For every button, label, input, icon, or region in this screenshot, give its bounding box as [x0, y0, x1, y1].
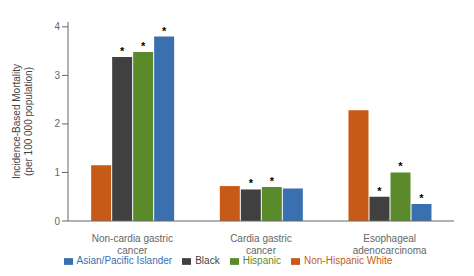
- svg-text:Cardia gastriccancer: Cardia gastriccancer: [230, 233, 292, 256]
- svg-text:2: 2: [54, 118, 60, 129]
- svg-text:0: 0: [54, 216, 60, 227]
- svg-text:Incidence-Based Mortality(per: Incidence-Based Mortality(per 100 000 po…: [11, 64, 34, 179]
- svg-text:Esophagealadenocarcinoma: Esophagealadenocarcinoma: [353, 233, 427, 256]
- svg-text:*: *: [162, 25, 167, 37]
- svg-text:*: *: [141, 40, 146, 52]
- svg-text:*: *: [398, 160, 403, 172]
- svg-text:*: *: [377, 185, 382, 197]
- svg-text:1: 1: [54, 167, 60, 178]
- html-text:Non-Hispanic White: Non-Hispanic White: [304, 255, 393, 266]
- svg-text:*: *: [419, 192, 424, 204]
- svg-text:Non-cardia gastriccancer: Non-cardia gastriccancer: [92, 233, 173, 256]
- html-text:Hispanic: Hispanic: [242, 255, 281, 266]
- html-text:Black: Black: [195, 255, 220, 266]
- html-text:Asian/Pacific Islander: Asian/Pacific Islander: [76, 255, 173, 266]
- svg-text:4: 4: [54, 21, 60, 32]
- svg-text:*: *: [120, 45, 125, 57]
- svg-text:*: *: [249, 177, 254, 189]
- svg-text:3: 3: [54, 70, 60, 81]
- svg-text:*: *: [270, 175, 275, 187]
